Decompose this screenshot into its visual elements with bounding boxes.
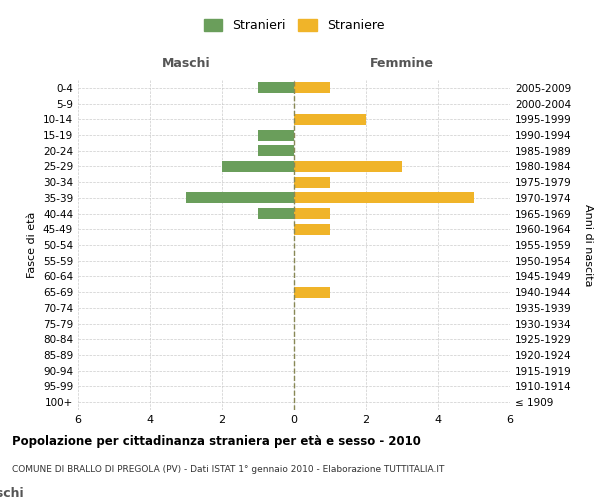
Text: Maschi: Maschi — [161, 57, 211, 70]
Bar — [294, 176, 330, 188]
Bar — [294, 208, 330, 219]
Text: Popolazione per cittadinanza straniera per età e sesso - 2010: Popolazione per cittadinanza straniera p… — [12, 435, 421, 448]
Bar — [258, 208, 294, 219]
Y-axis label: Fasce di età: Fasce di età — [28, 212, 37, 278]
Bar — [294, 286, 330, 298]
Bar — [258, 145, 294, 156]
Bar — [258, 82, 294, 94]
Bar — [294, 161, 402, 172]
Bar — [294, 114, 366, 125]
Legend: Stranieri, Straniere: Stranieri, Straniere — [199, 14, 389, 38]
Text: Femmine: Femmine — [370, 57, 434, 70]
Bar — [258, 130, 294, 140]
Y-axis label: Anni di nascita: Anni di nascita — [583, 204, 593, 286]
Text: Maschi: Maschi — [0, 487, 25, 500]
Bar — [186, 192, 294, 203]
Bar — [294, 224, 330, 235]
Bar — [294, 82, 330, 94]
Bar — [222, 161, 294, 172]
Text: COMUNE DI BRALLO DI PREGOLA (PV) - Dati ISTAT 1° gennaio 2010 - Elaborazione TUT: COMUNE DI BRALLO DI PREGOLA (PV) - Dati … — [12, 465, 445, 474]
Bar — [294, 192, 474, 203]
